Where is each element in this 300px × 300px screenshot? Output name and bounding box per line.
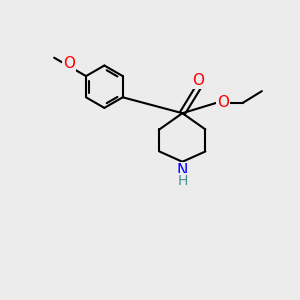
Text: O: O [217,95,229,110]
Text: H: H [177,174,188,188]
Text: N: N [177,163,188,178]
Text: O: O [63,56,75,71]
Text: O: O [193,73,205,88]
